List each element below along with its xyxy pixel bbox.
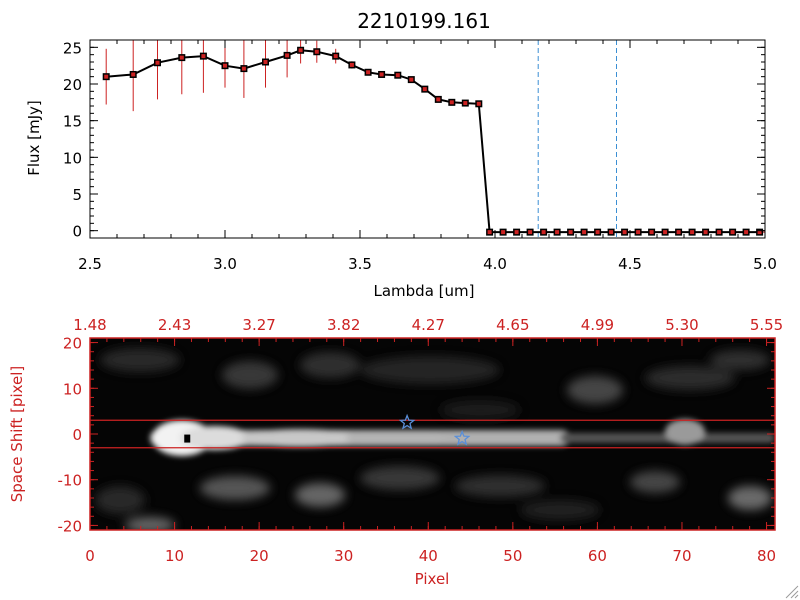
flux-series-line (106, 49, 760, 234)
data-point-fill (349, 62, 354, 67)
data-point-fill (555, 230, 560, 235)
data-point-fill (622, 230, 627, 235)
data-point-fill (463, 101, 468, 106)
spectrum-axes: 2.5 3.0 3.5 4.0 4.5 5.0 0 5 10 15 20 25 (63, 39, 777, 273)
data-point-fill (663, 230, 668, 235)
data-point-fill (223, 63, 227, 68)
plot-title: 2210199.161 (357, 9, 491, 33)
y-tick-label: 10 (63, 149, 82, 167)
data-point-fill (241, 66, 246, 71)
x-tick-label: 10 (165, 547, 184, 565)
y-tick-label: 0 (72, 223, 82, 241)
top-tick-label: 2.43 (158, 316, 191, 334)
y-tick-label: 15 (63, 113, 82, 131)
data-point-fill (395, 73, 400, 78)
data-point-fill (730, 230, 735, 235)
data-point-fill (285, 53, 290, 58)
top-tick-label: 3.27 (242, 316, 275, 334)
y-tick-label: 0 (72, 426, 82, 444)
data-point-fill (636, 230, 641, 235)
data-point-fill (744, 230, 749, 235)
x-tick-label: 80 (757, 547, 776, 565)
data-point-fill (514, 230, 519, 235)
data-point-fill (298, 48, 303, 53)
y-tick-label: 20 (63, 76, 82, 94)
x-tick-label: 5.0 (753, 255, 777, 273)
spectrum-image (90, 338, 775, 530)
top-tick-label: 5.30 (665, 316, 698, 334)
source-position-marker (184, 434, 191, 443)
data-point-fill (528, 230, 533, 235)
y-axis-label: Flux [mJy] (25, 100, 43, 176)
data-point-fill (501, 230, 506, 235)
x-tick-label: 60 (588, 547, 607, 565)
x-tick-label: 3.5 (348, 255, 372, 273)
data-point-fill (366, 70, 371, 75)
x-tick-label: 50 (503, 547, 522, 565)
data-point-fill (676, 230, 681, 235)
x-tick-label: 30 (334, 547, 353, 565)
data-point-fill (703, 230, 708, 235)
data-point-fill (449, 100, 454, 105)
spectrum-image-plot: 0 10 20 30 40 50 60 70 80 1.48 2.43 3.27 3.82 4.27 4.6… (8, 316, 783, 588)
x-tick-label: 3.0 (213, 255, 237, 273)
data-point-fill (314, 49, 319, 54)
data-point-fill (263, 60, 268, 64)
top-tick-label: 4.65 (496, 316, 529, 334)
data-point-fill (379, 72, 384, 77)
line-marker-star-icon (453, 429, 471, 446)
x-tick-label: 20 (250, 547, 269, 565)
top-tick-label: 1.48 (73, 316, 106, 334)
error-bars (105, 40, 765, 233)
y-tick-label: 25 (63, 39, 82, 57)
plot-frame (89, 39, 766, 239)
data-point-fill (757, 230, 762, 235)
data-point-fill (476, 101, 481, 106)
data-point-fill (409, 77, 414, 82)
x-tick-label: 40 (419, 547, 438, 565)
data-point-fill (487, 230, 492, 235)
x-tick-label: 70 (672, 547, 691, 565)
data-point-fill (568, 230, 573, 235)
top-tick-label: 4.99 (581, 316, 614, 334)
line-marker-star-icon (398, 413, 416, 430)
data-point-fill (595, 230, 600, 235)
y-tick-label: 10 (63, 380, 82, 398)
y-tick-label: -20 (58, 517, 83, 535)
data-point-fill (179, 55, 184, 60)
data-point-fill (717, 230, 722, 235)
data-point-fill (436, 97, 441, 102)
data-point-fill (582, 230, 587, 235)
top-tick-label: 3.82 (327, 316, 360, 334)
data-point-fill (201, 54, 206, 59)
resize-grip-icon (785, 585, 799, 599)
x-axis-label: Lambda [um] (374, 282, 475, 300)
data-point-fill (155, 60, 160, 65)
image-axes: 0 10 20 30 40 50 60 70 80 1.48 2.43 3.27 3.82 4.27 4.6… (58, 316, 784, 565)
spectrum-plot: 2210199.161 2.5 3.0 3.5 4.0 4.5 5.0 0 5 10 15 20 25… (25, 9, 777, 300)
data-point-fill (541, 230, 546, 235)
image-y-axis-label: Space Shift [pixel] (8, 366, 26, 503)
data-point-fill (609, 230, 614, 235)
y-tick-label: 5 (72, 186, 82, 204)
x-tick-label: 2.5 (78, 255, 102, 273)
x-tick-label: 4.5 (618, 255, 642, 273)
data-point-fill (649, 230, 654, 235)
data-point-fill (131, 72, 136, 77)
y-tick-label: 20 (63, 335, 82, 353)
top-tick-label: 5.55 (750, 316, 783, 334)
y-tick-label: -10 (58, 472, 83, 490)
data-point-fill (422, 87, 427, 92)
data-point-fill (690, 230, 695, 235)
x-tick-label: 4.0 (483, 255, 507, 273)
top-tick-label: 4.27 (412, 316, 445, 334)
data-point-fill (104, 74, 109, 79)
wavelength-markers (537, 40, 617, 238)
image-x-axis-label: Pixel (415, 570, 450, 588)
data-point-fill (333, 54, 338, 59)
x-tick-label: 0 (85, 547, 95, 565)
flux-markers (102, 46, 764, 236)
